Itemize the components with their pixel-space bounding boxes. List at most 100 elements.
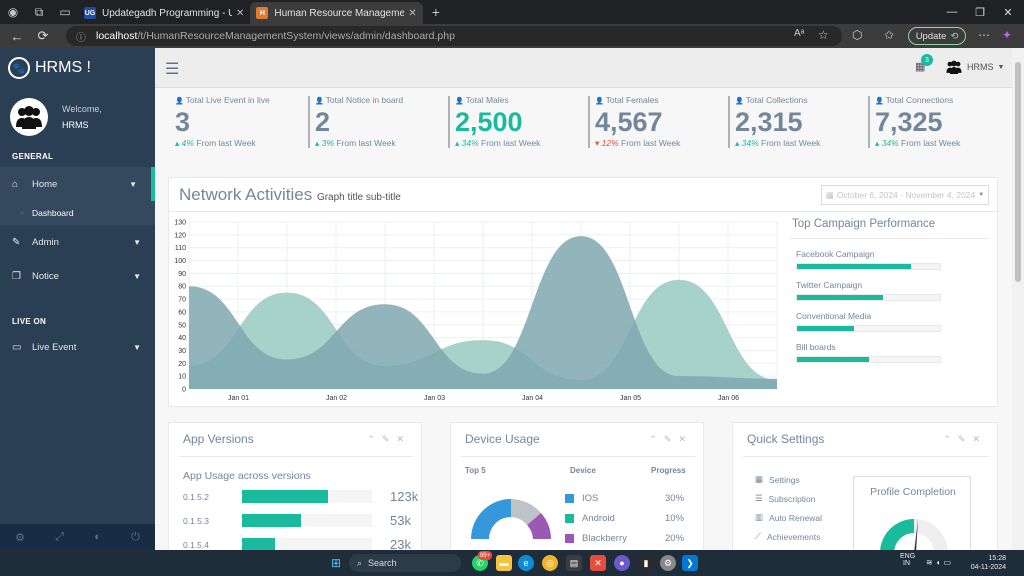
user-icon: 👤: [735, 98, 746, 105]
device-percent: 20%: [665, 533, 685, 544]
scrollbar-thumb[interactable]: [1015, 62, 1021, 282]
update-button[interactable]: Update ⟲: [908, 27, 966, 45]
collapse-icon[interactable]: ⌃: [367, 434, 382, 444]
tile-change: 3%: [321, 138, 334, 148]
copilot-icon[interactable]: ✦: [1002, 28, 1013, 42]
taskbar-search[interactable]: ⌕ Search: [349, 554, 461, 572]
tile-change: 34%: [881, 138, 899, 148]
read-aloud-icon[interactable]: Aᵃ: [794, 28, 805, 39]
tab-hrms[interactable]: H Human Resource Management Sy ✕: [250, 2, 423, 24]
close-icon[interactable]: ✕: [678, 434, 693, 444]
y-tick-label: 120: [174, 232, 186, 239]
close-icon[interactable]: ✕: [408, 7, 417, 19]
sidebar-item-home[interactable]: ⌂ Home ▼: [0, 167, 155, 201]
edge-icon[interactable]: e: [518, 555, 534, 571]
clock[interactable]: 15:28 04-11-2024: [962, 554, 1006, 572]
sidebar-item-live-event[interactable]: ▭ Live Event ▼: [0, 330, 155, 364]
quick-setting-subscription[interactable]: ☰ Subscription: [755, 493, 815, 504]
new-tab-button[interactable]: +: [431, 4, 440, 20]
close-icon[interactable]: ✕: [396, 434, 411, 444]
favorites-icon[interactable]: ✩: [884, 28, 895, 42]
brand[interactable]: 🐾 HRMS !: [0, 48, 155, 88]
collapse-icon[interactable]: ⌃: [943, 434, 958, 444]
tile-footer: ▴ 3% From last Week: [315, 138, 396, 149]
tile-suffix-text: From last Week: [336, 138, 396, 148]
device-label: IOS: [582, 493, 599, 504]
back-icon[interactable]: ←: [10, 28, 24, 44]
minimize-icon[interactable]: —: [946, 6, 958, 18]
file-explorer-icon[interactable]: ▬: [496, 555, 512, 571]
wrench-icon[interactable]: ✎: [381, 434, 397, 444]
section-live: LIVE ON: [12, 317, 47, 326]
close-icon[interactable]: ✕: [972, 434, 987, 444]
column-top5: Top 5: [465, 466, 486, 475]
donut-slice-other: [511, 499, 541, 525]
tab-updategadh[interactable]: UG Updategadh Programming - Upd ✕: [78, 2, 250, 24]
wrench-icon[interactable]: ✎: [957, 434, 973, 444]
app-icon[interactable]: ▤: [566, 555, 582, 571]
language-indicator[interactable]: ENG IN: [900, 553, 915, 567]
close-icon[interactable]: ✕: [236, 7, 245, 19]
menu-toggle-icon[interactable]: ☰: [165, 61, 180, 78]
username: HRMS: [62, 120, 89, 130]
extensions-icon[interactable]: ⬡: [852, 28, 863, 42]
caret-up-icon: ▴: [455, 138, 462, 148]
page-scrollbar[interactable]: [1012, 48, 1024, 550]
collapse-icon[interactable]: ⌃: [649, 434, 664, 444]
refresh-icon[interactable]: ⟳: [37, 28, 49, 43]
quick-setting-achievements[interactable]: ⟋ Achievements: [755, 531, 820, 542]
lock-icon[interactable]: ◐: [94, 531, 101, 543]
column-device: Device: [570, 466, 596, 475]
sidebar-item-admin[interactable]: ✎ Admin ▼: [0, 225, 155, 259]
xampp-icon[interactable]: ✕: [590, 555, 606, 571]
fullscreen-icon[interactable]: ⤢: [55, 530, 65, 543]
vertical-tabs-icon[interactable]: ▭: [59, 5, 71, 19]
caret-down-icon: ▼: [978, 192, 985, 198]
campaign-item: Facebook Campaign: [796, 249, 990, 270]
x-tick-label: Jan 03: [424, 395, 445, 402]
sidebar-subitem-label: Dashboard: [32, 208, 74, 218]
quick-setting-auto-renewal[interactable]: ▥ Auto Renewal: [755, 512, 822, 523]
profile-icon[interactable]: ◉: [7, 5, 19, 19]
sidebar-item-label: Home: [32, 178, 58, 190]
chrome-icon[interactable]: ◎: [542, 555, 558, 571]
url-input[interactable]: ⓘ localhost/t/HumanResourceManagementSys…: [66, 26, 842, 46]
sidebar-item-notice[interactable]: ❐ Notice ▼: [0, 259, 155, 293]
app-icon-2[interactable]: ●: [614, 555, 630, 571]
tray-icons[interactable]: ≋◖▭: [926, 558, 954, 567]
top-nav: ☰ ▦ 3 HRMS ▼: [155, 48, 1012, 88]
panel-title: Device Usage: [465, 432, 540, 446]
sidebar-subitem-dashboard[interactable]: Dashboard: [0, 201, 155, 225]
stat-tile: 👤 Total Connections 7,325 ▴ 34% From last …: [868, 90, 1008, 154]
favorite-star-icon[interactable]: ☆: [818, 28, 829, 42]
url-path: /t/HumanResourceManagementSystem/views/a…: [137, 30, 455, 42]
panel-title: App Versions: [183, 432, 254, 446]
notifications-icon[interactable]: ▦: [915, 61, 926, 73]
logout-icon[interactable]: ⏻: [131, 530, 140, 543]
date-range-picker[interactable]: ▦ October 6, 2024 - November 4, 2024 ▼: [821, 185, 989, 205]
settings-gear-icon[interactable]: ⚙: [660, 555, 676, 571]
more-menu-icon[interactable]: ⋯: [978, 28, 990, 42]
info-icon[interactable]: ⓘ: [76, 32, 86, 44]
window-close-icon[interactable]: ✕: [1003, 6, 1013, 19]
windows-start-icon[interactable]: ⊞: [330, 556, 342, 570]
campaign-item: Twitter Campaign: [796, 280, 990, 301]
settings-icon[interactable]: ⚙: [15, 531, 25, 544]
quick-setting-label: Settings: [769, 474, 800, 485]
vscode-icon[interactable]: ❯: [682, 555, 698, 571]
campaign-item: Bill boards: [796, 342, 990, 363]
user-menu[interactable]: HRMS ▼: [945, 60, 1004, 74]
quick-setting-settings[interactable]: ▦ Settings: [755, 474, 800, 485]
app-version-fill: [242, 514, 301, 527]
wrench-icon[interactable]: ✎: [663, 434, 679, 444]
chevron-down-icon: ▼: [133, 237, 141, 247]
user-icon: 👤: [875, 98, 886, 105]
tile-change: 12%: [601, 138, 619, 148]
workspaces-icon[interactable]: ⧉: [34, 4, 44, 19]
terminal-icon[interactable]: ▮: [638, 555, 654, 571]
browser-tab-bar: ◉ ⧉ ▭ UG Updategadh Programming - Upd ✕ …: [0, 0, 1024, 24]
tile-label: 👤 Total Males: [455, 95, 509, 105]
restore-icon[interactable]: ❐: [975, 6, 985, 19]
y-tick-label: 10: [178, 374, 186, 381]
profile-completion-box: Profile Completion: [853, 476, 971, 556]
